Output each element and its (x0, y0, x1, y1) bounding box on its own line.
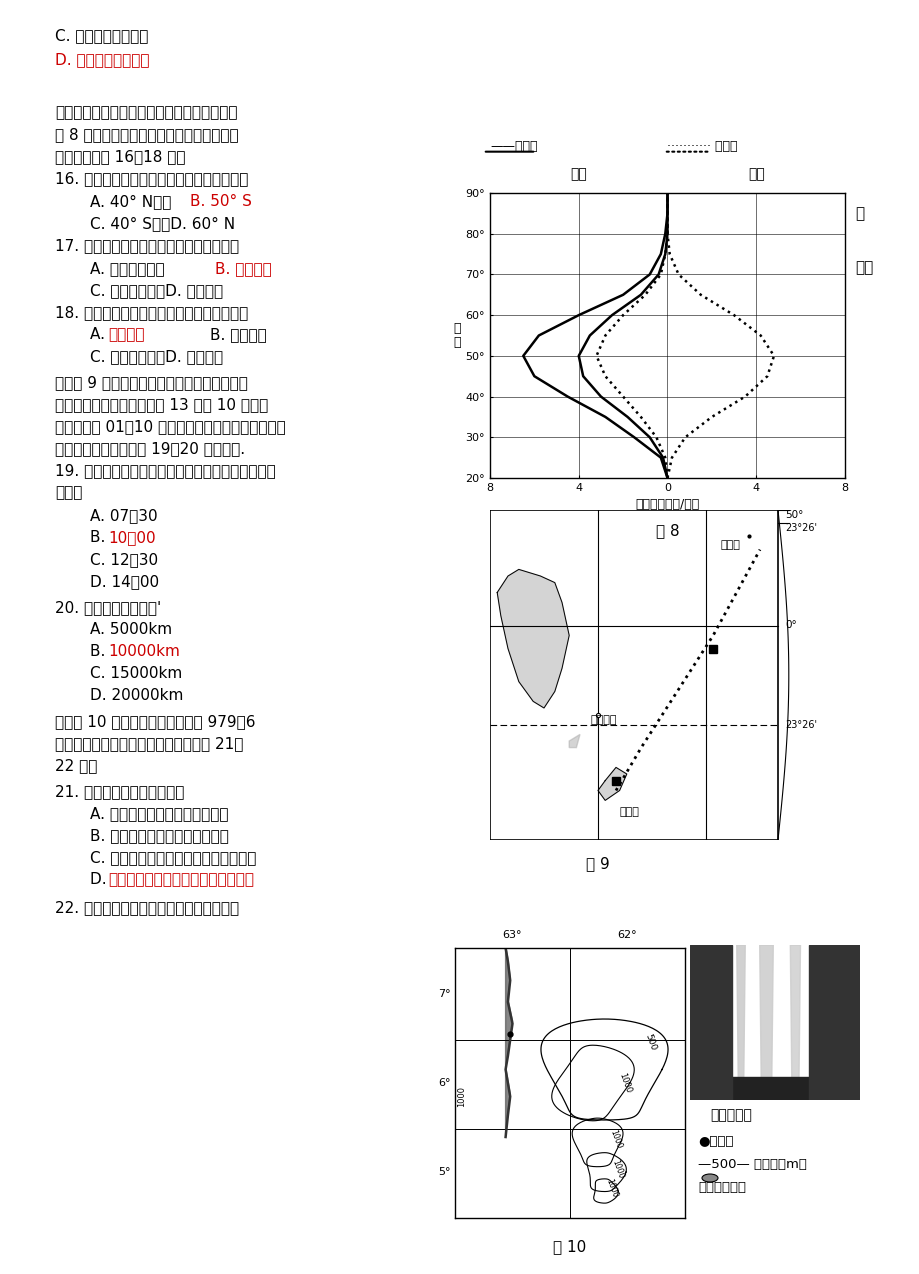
Polygon shape (505, 945, 512, 1134)
Text: 22. 瀑布顶部所在的高原的自然植被主要是: 22. 瀑布顶部所在的高原的自然植被主要是 (55, 899, 239, 915)
Polygon shape (597, 767, 626, 800)
Text: 最接近: 最接近 (55, 485, 83, 499)
Text: 19. 哈格迈尔先生从奥克兰乘飞机出发时，当地时间: 19. 哈格迈尔先生从奥克兰乘飞机出发时，当地时间 (55, 462, 276, 478)
Polygon shape (689, 1077, 859, 1099)
Text: 夏威夷: 夏威夷 (720, 540, 740, 549)
Text: 素是: 素是 (854, 260, 872, 275)
Text: C. 15000km: C. 15000km (90, 666, 182, 682)
Text: 图 10 中的安赫尔瀑布落差达 979．6: 图 10 中的安赫尔瀑布落差达 979．6 (55, 713, 255, 729)
Text: C. 40° S　　D. 60° N: C. 40° S D. 60° N (90, 217, 235, 231)
Text: A.: A. (90, 327, 109, 341)
Polygon shape (789, 945, 800, 1099)
Text: C. 寒冷湿润　　D. 温暖湿润: C. 寒冷湿润 D. 温暖湿润 (90, 349, 223, 364)
Text: 冬季: 冬季 (747, 168, 764, 182)
Text: 图 9: 图 9 (585, 856, 609, 871)
Text: B. 50° S: B. 50° S (190, 194, 252, 209)
Text: B.: B. (90, 530, 110, 545)
Text: 西风分速是指各风向风速中西风的分量，: 西风分速是指各风向风速中西风的分量， (55, 104, 237, 120)
Text: D. 20000km: D. 20000km (90, 688, 183, 703)
Text: 图 8: 图 8 (655, 524, 678, 539)
Text: B. 温暖干燥: B. 温暖干燥 (210, 327, 267, 341)
Text: 16. 下列纬度中，西风分速冬、夏季差值最大: 16. 下列纬度中，西风分速冬、夏季差值最大 (55, 171, 248, 186)
Text: 米，瀑布底部附近雨林密布。读图完成 21～: 米，瀑布底部附近雨林密布。读图完成 21～ (55, 736, 244, 750)
Text: C. 断层两侧的岩体差异升降、流水堆积: C. 断层两侧的岩体差异升降、流水堆积 (90, 850, 256, 865)
Text: 布。读图完成 16～18 题。: 布。读图完成 16～18 题。 (55, 149, 186, 164)
Text: A. 向斜槽部岩层坚实、流水堆积: A. 向斜槽部岩层坚实、流水堆积 (90, 806, 228, 820)
X-axis label: 西风分速（米/秒）: 西风分速（米/秒） (635, 498, 698, 511)
Text: ●　瀑布: ● 瀑布 (698, 1135, 732, 1148)
Polygon shape (496, 569, 569, 708)
Text: 23°26': 23°26' (784, 720, 816, 730)
Text: 6°: 6° (437, 1078, 450, 1088)
Text: B.: B. (90, 643, 110, 659)
Polygon shape (689, 945, 732, 1099)
Text: D. 14：00: D. 14：00 (90, 575, 159, 589)
Text: A. 40° N: A. 40° N (90, 194, 171, 209)
Text: 1000: 1000 (603, 1177, 618, 1199)
Text: 安赫尔瀑布: 安赫尔瀑布 (709, 1108, 751, 1122)
Text: 1000: 1000 (457, 1085, 466, 1107)
Polygon shape (569, 734, 579, 748)
Text: 寒冷干燥: 寒冷干燥 (108, 327, 144, 341)
Text: C. 山谷风出现频率低: C. 山谷风出现频率低 (55, 28, 148, 43)
Text: 0°: 0° (784, 620, 796, 631)
Text: 20. 这趟旅程长约　　': 20. 这趟旅程长约 ' (55, 600, 161, 615)
Text: B. 海陆分布: B. 海陆分布 (215, 261, 271, 276)
Text: 18. 冬季，北半球温带大陆东岸的西风较西岸: 18. 冬季，北半球温带大陆东岸的西风较西岸 (55, 304, 248, 320)
Text: 夏季: 夏季 (570, 168, 586, 182)
Y-axis label: 纬
度: 纬 度 (453, 321, 460, 349)
Polygon shape (808, 945, 859, 1099)
Text: 于当地时间 01：10 降落在夏威夷，刷新了最长生日: 于当地时间 01：10 降落在夏威夷，刷新了最长生日 (55, 419, 286, 434)
Text: 乘飞机从奥克兰出发，经过 13 小时 10 分钟，: 乘飞机从奥克兰出发，经过 13 小时 10 分钟， (55, 397, 268, 412)
Text: ——南半球: ——南半球 (490, 140, 537, 153)
Text: 50°: 50° (784, 510, 802, 520)
Text: A. 纬度位置: A. 纬度位置 (90, 261, 165, 276)
Text: 10：00: 10：00 (108, 530, 155, 545)
Text: 63°: 63° (502, 930, 522, 940)
Polygon shape (736, 945, 744, 1099)
Text: C. 12：30: C. 12：30 (90, 552, 158, 567)
Text: A. 07：30: A. 07：30 (90, 508, 157, 524)
Text: A. 5000km: A. 5000km (90, 622, 172, 637)
Text: 5°: 5° (437, 1167, 450, 1177)
Text: C. 洋流性质　　D. 地势高低: C. 洋流性质 D. 地势高低 (90, 283, 223, 298)
Text: 布里斯班: 布里斯班 (590, 715, 617, 725)
Text: 1000: 1000 (607, 1129, 623, 1150)
Text: 1000: 1000 (617, 1071, 632, 1094)
Ellipse shape (701, 1175, 717, 1182)
Text: 22 题。: 22 题。 (55, 758, 97, 773)
Text: 图 10: 图 10 (552, 1240, 586, 1255)
Text: 奥克兰: 奥克兰 (618, 806, 639, 817)
Polygon shape (759, 945, 773, 1099)
Text: B. 背斜顶部岩层破碎、流水侵蚀: B. 背斜顶部岩层破碎、流水侵蚀 (90, 828, 229, 843)
Text: 10000km: 10000km (108, 643, 180, 659)
Text: 500: 500 (642, 1033, 657, 1052)
Text: ··········· 北半球: ··········· 北半球 (667, 140, 737, 153)
Text: D. 受冬季风影响显著: D. 受冬季风影响显著 (55, 52, 150, 68)
Text: D.: D. (90, 871, 111, 887)
Text: 图 8 示意南、北半球的冬、夏季西风分速分: 图 8 示意南、北半球的冬、夏季西风分速分 (55, 127, 238, 141)
Text: 1000: 1000 (610, 1159, 625, 1180)
Text: 是: 是 (854, 206, 863, 220)
Text: 图 9 所示，哈格迈尔先生在他生日当天，: 图 9 所示，哈格迈尔先生在他生日当天， (55, 375, 247, 390)
Text: 7°: 7° (437, 989, 450, 999)
Text: 的世界纪录。读图完成 19～20 题。　　.: 的世界纪录。读图完成 19～20 题。 . (55, 441, 244, 456)
Text: 23°26': 23°26' (784, 524, 816, 534)
Text: 62°: 62° (617, 930, 637, 940)
Text: 河、湖: 河、湖 (698, 1181, 745, 1194)
Text: 17. 影响南、北半球西风分速差异的主要因: 17. 影响南、北半球西风分速差异的主要因 (55, 238, 239, 254)
Text: 21. 该瀑布的形成主要是因为: 21. 该瀑布的形成主要是因为 (55, 784, 184, 799)
Text: 断层两侧的岩体差异升降、流水侵蚀: 断层两侧的岩体差异升降、流水侵蚀 (108, 871, 254, 887)
Bar (490, 510, 777, 840)
Text: —500— 等高线（m）: —500— 等高线（m） (698, 1158, 806, 1171)
